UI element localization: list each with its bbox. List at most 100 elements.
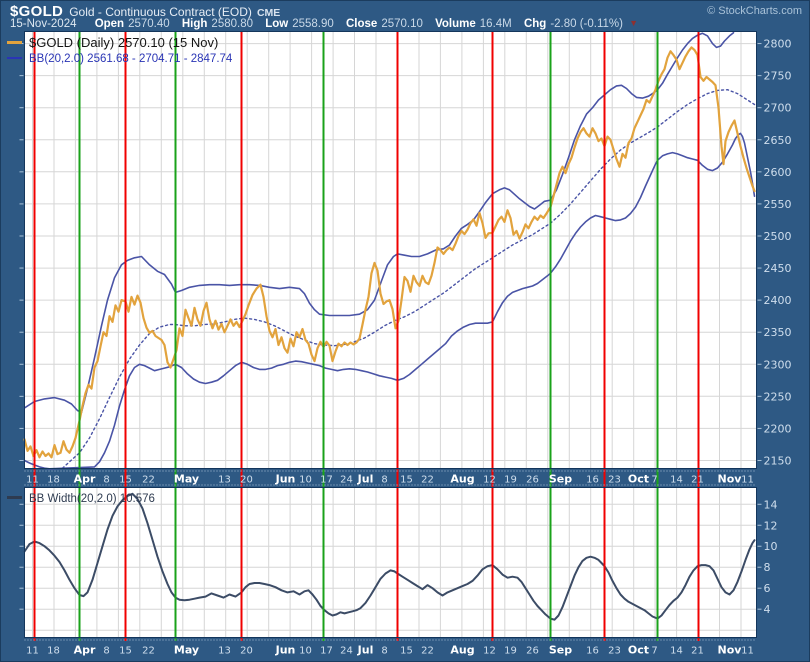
watermark: © StockCharts.com bbox=[707, 5, 802, 17]
x-axis-label: 8 bbox=[381, 475, 387, 486]
x-axis-label: 15 bbox=[119, 475, 132, 486]
exchange-label: CME bbox=[256, 7, 281, 19]
x-axis-label: 23 bbox=[608, 646, 621, 657]
bb-line-swatch-icon bbox=[7, 57, 22, 59]
y-axis-label: 2250 bbox=[764, 390, 792, 403]
x-axis-label: 16 bbox=[586, 475, 599, 486]
bb-legend-row: BB(20,2.0) 2561.68 - 2704.71 - 2847.74 bbox=[7, 50, 232, 67]
x-axis-label: May bbox=[174, 644, 199, 657]
x-axis-label: 21 bbox=[691, 475, 704, 486]
change-down-icon: ▼ bbox=[629, 18, 639, 28]
y-axis-label: 2300 bbox=[764, 358, 792, 371]
x-axis-label: Nov bbox=[718, 644, 743, 657]
x-axis-label: Apr bbox=[74, 644, 96, 657]
x-axis-label: 17 bbox=[320, 475, 333, 486]
x-axis-label: May bbox=[174, 473, 199, 486]
bb-upper-line bbox=[23, 31, 735, 414]
open-value: 2570.40 bbox=[128, 18, 170, 30]
y-axis-label: 2500 bbox=[764, 230, 792, 243]
x-axis-label: 10 bbox=[299, 646, 312, 657]
y-axis-label: 2200 bbox=[764, 422, 792, 435]
change-label: Chg bbox=[523, 18, 547, 30]
x-axis-label: 21 bbox=[691, 646, 704, 657]
x-axis-label: Jun bbox=[275, 473, 296, 486]
x-axis-label: 15 bbox=[400, 646, 413, 657]
x-axis-label: 7 bbox=[651, 646, 657, 657]
x-axis-label: 13 bbox=[218, 646, 231, 657]
y-axis-label: 12 bbox=[764, 519, 778, 532]
x-axis-label: Sep bbox=[549, 473, 572, 486]
date-axis: 11 18 Apr 8 15 22 May 13 20 Jun 10 17 24 Jul 8 15 22 Aug 1… bbox=[24, 470, 757, 486]
y-axis-label: 14 bbox=[764, 498, 778, 511]
y-axis-label: 6 bbox=[764, 582, 771, 595]
low-value: 2558.90 bbox=[292, 18, 334, 30]
close-label: Close bbox=[345, 18, 378, 30]
close-value: 2570.10 bbox=[381, 18, 423, 30]
change-value: -2.80 (-0.11%) bbox=[550, 18, 623, 30]
y-axis-label: 2350 bbox=[764, 326, 792, 339]
x-axis-label: 22 bbox=[421, 475, 434, 486]
price-line-swatch-icon bbox=[7, 41, 22, 44]
y-axis-label: 2400 bbox=[764, 294, 792, 307]
y-axis-label: 2700 bbox=[764, 102, 792, 115]
x-axis-label: Aug bbox=[450, 473, 474, 486]
x-axis-label: Jun bbox=[275, 644, 296, 657]
bbwidth-line-swatch-icon bbox=[7, 496, 22, 499]
bb-legend-text: BB(20,2.0) 2561.68 - 2704.71 - 2847.74 bbox=[29, 53, 233, 65]
price-panel: 2800 2750 2700 2650 2600 2550 2500 2450 2400 2350… bbox=[19, 31, 792, 488]
date-axis: 11 18 Apr 8 15 22 May 13 20 Jun 10 17 24 Jul 8 15 22 Aug 1… bbox=[24, 639, 757, 657]
bb-lower-line bbox=[23, 132, 756, 470]
x-axis-label: Oct bbox=[628, 644, 649, 657]
x-axis-label: 22 bbox=[142, 646, 155, 657]
x-axis-label: 12 bbox=[483, 646, 496, 657]
x-axis-label: 11 bbox=[741, 475, 754, 486]
x-axis-label: 8 bbox=[103, 646, 109, 657]
x-axis-label: 8 bbox=[381, 646, 387, 657]
x-axis-label: Apr bbox=[74, 473, 96, 486]
x-axis-label: 26 bbox=[526, 475, 539, 486]
open-label: Open bbox=[94, 18, 125, 30]
x-axis-label: 24 bbox=[340, 475, 353, 486]
x-axis-label: Nov bbox=[718, 473, 743, 486]
volume-label: Volume bbox=[435, 18, 476, 30]
x-axis-label: 11 bbox=[26, 646, 39, 657]
y-axis-label: 4 bbox=[764, 603, 771, 616]
low-label: Low bbox=[265, 18, 289, 30]
x-axis-label: 18 bbox=[47, 646, 60, 657]
x-axis-label: Jul bbox=[357, 644, 374, 657]
x-axis-label: 12 bbox=[483, 475, 496, 486]
x-axis-label: 24 bbox=[340, 646, 353, 657]
x-axis-label: 19 bbox=[504, 475, 517, 486]
x-axis-label: 8 bbox=[103, 475, 109, 486]
y-axis-label: 2450 bbox=[764, 262, 792, 275]
y-axis-label: 10 bbox=[764, 540, 778, 553]
bb-width-line bbox=[23, 492, 756, 621]
quote-date: 15-Nov-2024 bbox=[10, 18, 77, 30]
x-axis-label: 22 bbox=[142, 475, 155, 486]
x-axis-label: 14 bbox=[670, 475, 683, 486]
x-axis-label: 11 bbox=[741, 646, 754, 657]
x-axis-label: 18 bbox=[47, 475, 60, 486]
x-axis-label: 14 bbox=[670, 646, 683, 657]
y-axis-label: 2650 bbox=[764, 134, 792, 147]
x-axis-label: 11 bbox=[26, 475, 39, 486]
y-axis-label: 2150 bbox=[764, 454, 792, 467]
price-legend-row: $GOLD (Daily) 2570.10 (15 Nov) bbox=[7, 35, 232, 50]
bbwidth-legend: BB Width(20,2.0) 10.576 bbox=[7, 489, 155, 507]
chart-title: Gold - Continuous Contract (EOD) bbox=[69, 5, 252, 19]
x-axis-label: 10 bbox=[299, 475, 312, 486]
symbol: $GOLD bbox=[10, 3, 64, 20]
gold-price-line bbox=[23, 46, 756, 459]
bbwidth-legend-text: BB Width(20,2.0) 10.576 bbox=[29, 493, 155, 505]
price-legend-text: $GOLD (Daily) 2570.10 (15 Nov) bbox=[29, 35, 219, 50]
chart-header: $GOLD Gold - Continuous Contract (EOD) CME… bbox=[10, 3, 802, 20]
y-axis-label: 2800 bbox=[764, 38, 792, 51]
x-axis-label: 19 bbox=[504, 646, 517, 657]
x-axis-label: Aug bbox=[450, 644, 474, 657]
x-axis-label: Jul bbox=[357, 473, 374, 486]
y-axis-label: 8 bbox=[764, 561, 771, 574]
x-axis-label: 15 bbox=[119, 646, 132, 657]
x-axis-label: 16 bbox=[586, 646, 599, 657]
x-axis-label: 26 bbox=[526, 646, 539, 657]
